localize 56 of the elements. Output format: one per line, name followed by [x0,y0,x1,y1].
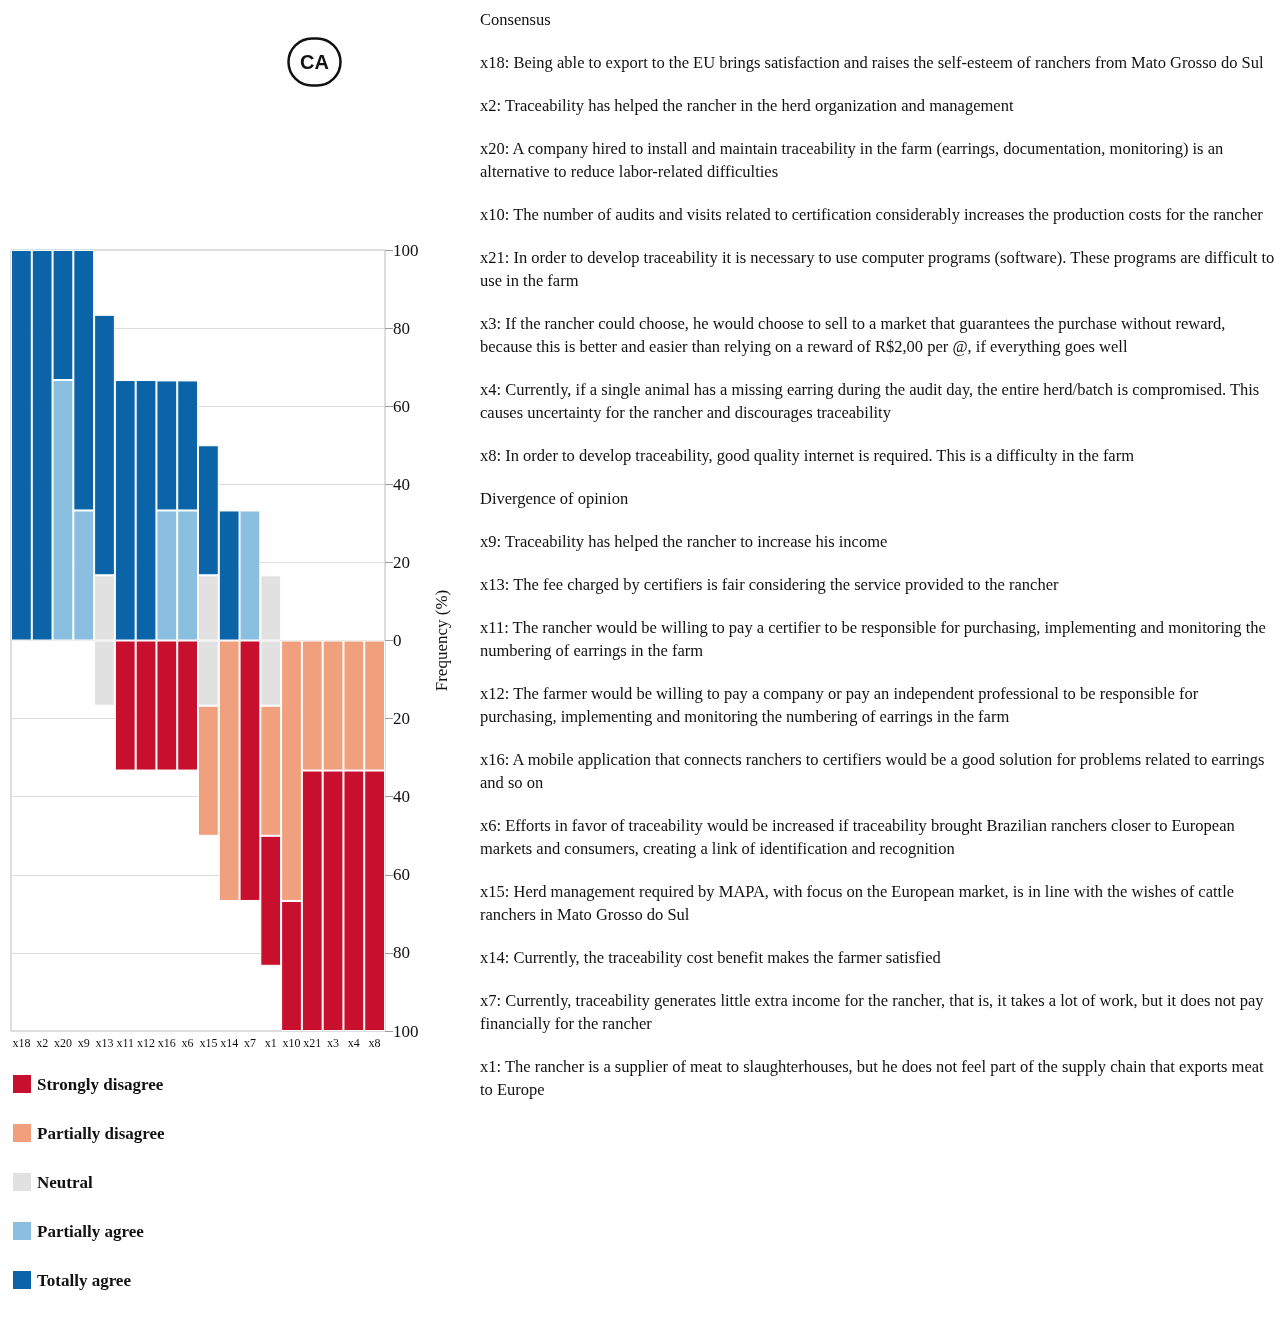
text: x2: Traceability has helped the rancher in the herd organization and management [480,95,1015,117]
x-tick-label: x16 [157,1036,176,1050]
y-tick-label: 60 [393,396,410,416]
text: x7: Currently, traceability generates little extra income for the rancher, that is, it takes a lot of work, but it does not pay financially for the rancher [480,990,1265,1035]
x-tick-label: x2 [36,1036,49,1050]
y-tick-label: 0 [393,631,402,650]
y-tick-label: 80 [393,318,410,338]
text: x18: Being able to export to the EU brings satisfaction and raises the self-esteem of ranchers from Mato Grosso do Sul [480,52,1265,74]
text: x10: The number of audits and visits related to certification considerably increases the production costs for the rancher [480,204,1264,226]
text: x20: A company hired to install and maintain traceability in the farm (earrings, documentation, monitoring) is an alternative to reduce labor-related difficulties [480,138,1225,183]
text: x1: The rancher is a supplier of meat to slaughterhouses, but he does not feel part of the supply chain that exports meat to Europe [480,1056,1265,1101]
y-axis-title: Frequency (%) [432,589,451,692]
x-tick-label: x18 [12,1036,31,1050]
x-tick-label: x20 [53,1036,72,1050]
text: x6: Efforts in favor of traceability would be increased if traceability brought Brazilian ranchers closer to European markets and consumers, creating a link of identification and recognition [480,815,1236,860]
x-tick-label: x21 [303,1036,322,1050]
chart-title: CA [300,51,329,73]
text: Divergence of opinion [480,488,630,510]
y-tick-label: 100 [393,240,419,260]
text: x14: Currently, the traceability cost benefit makes the farmer satisfied [480,947,942,969]
legend-label: Partially agree [37,1221,145,1241]
text: x4: Currently, if a single animal has a missing earring during the audit day, the entire herd/batch is compromised. This causes uncertainty for the rancher and discourages traceability [480,379,1261,424]
text: x11: The rancher would be willing to pay a certifier to be responsible for purchasing, implementing and monitoring the numbering of earrings in the farm [480,617,1267,662]
y-tick-label: 100 [393,1021,419,1041]
text: x15: Herd management required by MAPA, with focus on the European market, is in line with the wishes of cattle ranchers in Mato Grosso do Sul [480,881,1236,926]
x-tick-label: x13 [95,1036,114,1050]
y-tick-label: 40 [393,787,410,807]
x-tick-label: x7 [243,1036,256,1050]
legend-label: Totally agree [37,1270,132,1290]
x-tick-label: x8 [368,1036,381,1050]
x-tick-label: x12 [137,1036,156,1050]
x-tick-label: x9 [77,1036,90,1050]
x-tick-label: x11 [116,1036,135,1050]
x-tick-label: x1 [264,1036,277,1050]
text: x8: In order to develop traceability, good quality internet is required. This is a difficulty in the farm [480,445,1136,467]
y-tick-label: 20 [393,552,410,572]
text: x21: In order to develop traceability it is necessary to use computer programs (software). These programs are difficult to use in the farm [480,247,1275,292]
y-tick-label: 20 [393,709,410,729]
text: x9: Traceability has helped the rancher to increase his income [480,531,889,553]
x-tick-label: x10 [282,1036,301,1050]
y-tick-label: 80 [393,943,410,963]
legend-label: Strongly disagree [37,1074,164,1094]
text: Consensus [480,9,552,31]
legend-label: Neutral [37,1172,93,1192]
x-tick-label: x14 [220,1036,239,1050]
text: x3: If the rancher could choose, he would choose to sell to a market that guarantees the purchase without reward, because this is better and easier than relying on a reward of R$2,00 per @, if everything goes well [480,313,1227,358]
x-tick-label: x3 [327,1036,340,1050]
text: x13: The fee charged by certifiers is fair considering the service provided to the rancher [480,574,1060,596]
text: x16: A mobile application that connects ranchers to certifiers would be a good solution for problems related to earrings and so on [480,749,1266,794]
x-tick-label: x15 [199,1036,218,1050]
y-tick-label: 40 [393,474,410,494]
x-tick-label: x4 [347,1036,360,1050]
y-tick-label: 60 [393,865,410,885]
text: x12: The farmer would be willing to pay a company or pay an independent professional to be responsible for purchasing, implementing and monitoring the numbering of earrings in the farm [480,683,1200,728]
legend-label: Partially disagree [37,1123,166,1143]
x-tick-label: x6 [181,1036,194,1050]
